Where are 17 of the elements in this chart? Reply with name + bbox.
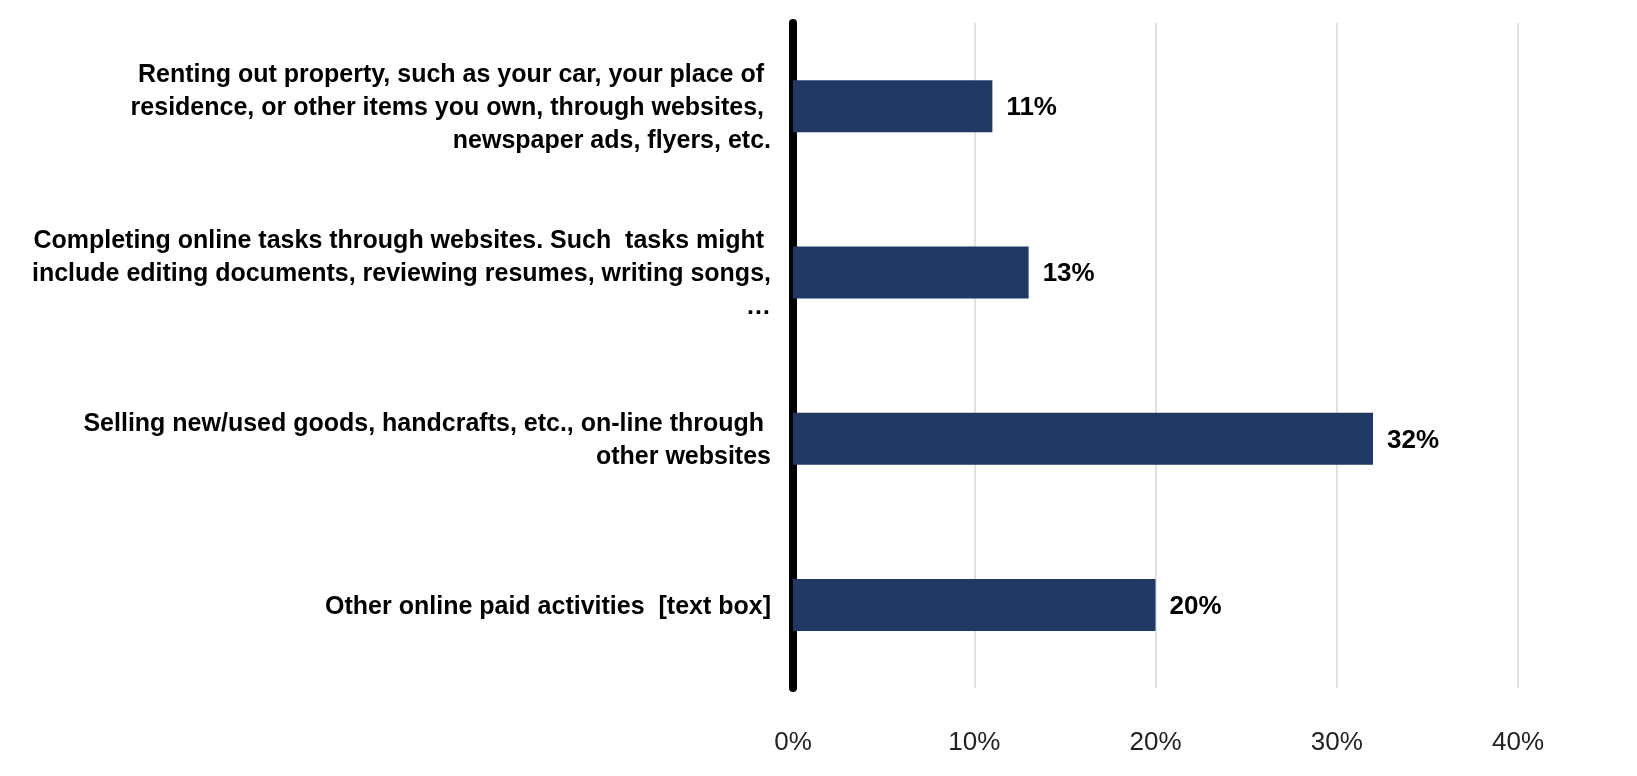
x-tick-label: 0% bbox=[774, 726, 812, 756]
x-tick-label: 20% bbox=[1129, 726, 1182, 756]
data-label: 11% bbox=[1006, 91, 1057, 122]
data-label: 20% bbox=[1169, 589, 1222, 620]
y-tick-label: Renting out property, such as your car, your place of residence, or other items you own, through websites, newspaper ads, flyers, etc. bbox=[130, 59, 771, 154]
bar bbox=[793, 412, 1373, 465]
x-tick-label: 10% bbox=[948, 726, 1001, 756]
y-tick-label: Completing online tasks through websites. Such tasks might include editing documents, reviewing resumes, writing songs,… bbox=[31, 225, 771, 320]
bar bbox=[793, 80, 993, 133]
x-tick-label: 30% bbox=[1310, 726, 1363, 756]
bar bbox=[793, 246, 1029, 299]
y-tick-label: Selling new/used goods, handcrafts, etc., on-line through other websites bbox=[83, 408, 771, 470]
data-label: 13% bbox=[1042, 257, 1095, 288]
x-tick-label: 40% bbox=[1491, 726, 1545, 756]
y-tick-label: Other online paid activities [text box] bbox=[325, 590, 771, 619]
data-label: 32% bbox=[1387, 423, 1440, 454]
bar bbox=[793, 578, 1156, 631]
